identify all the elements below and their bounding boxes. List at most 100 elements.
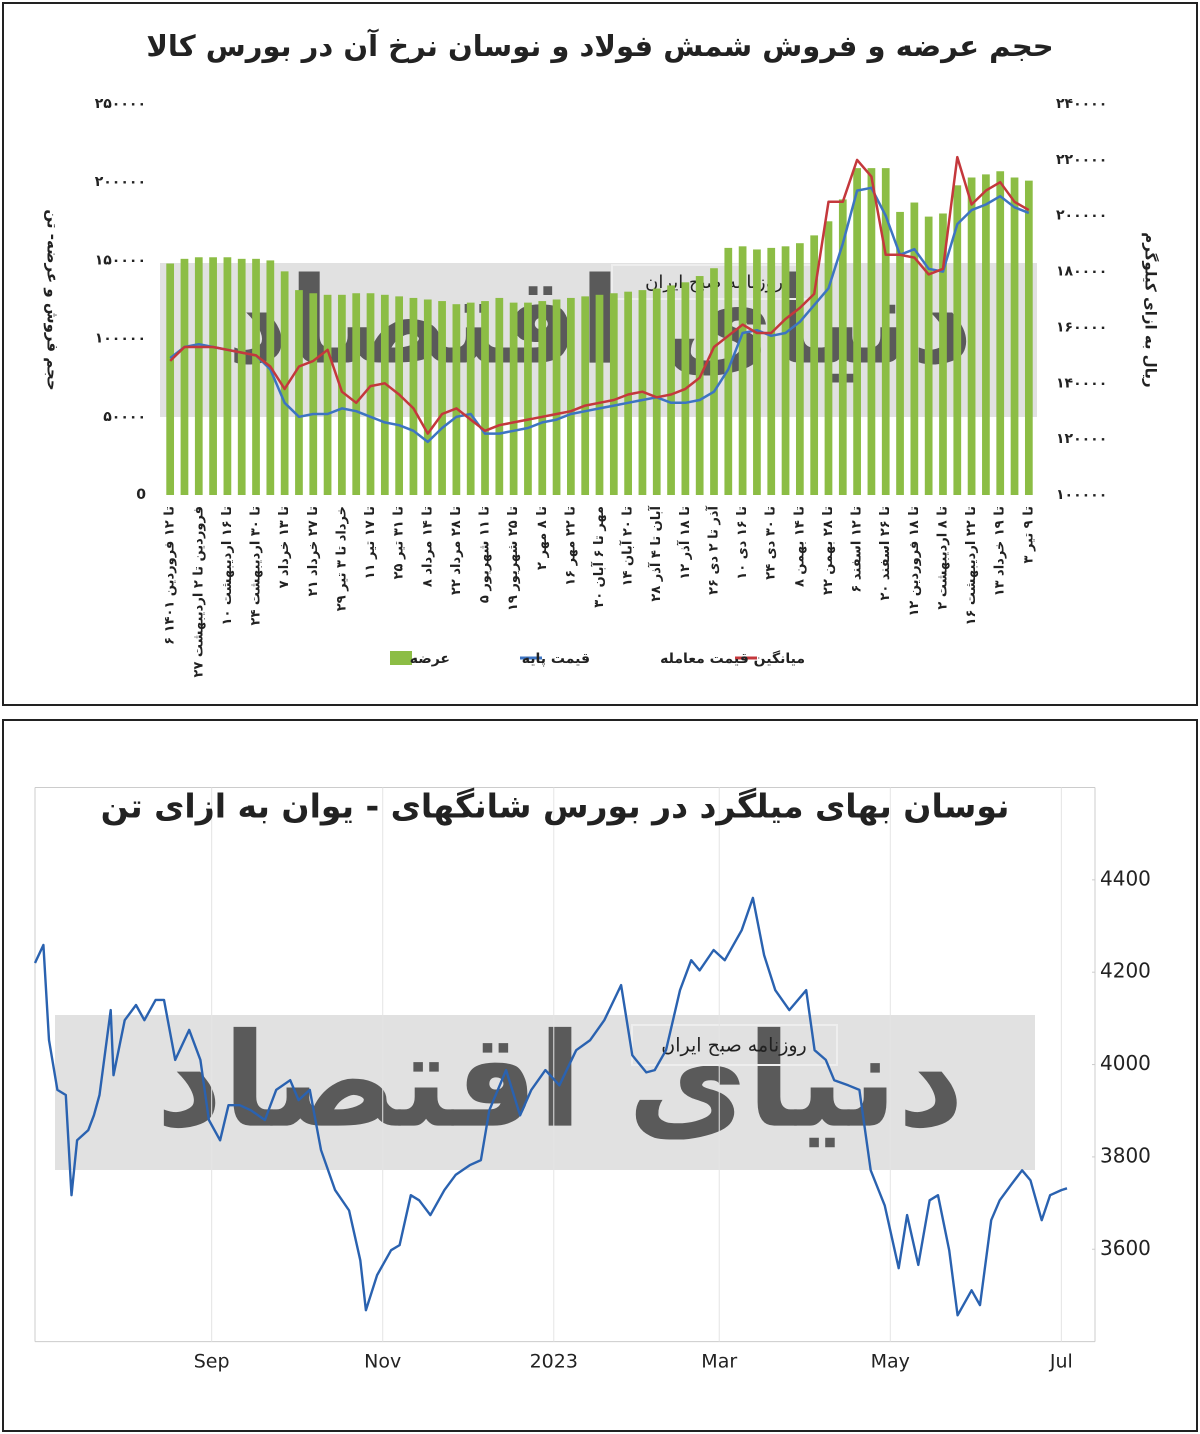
x-tick-label: ۷ تا ۱۳ خرداد: [277, 506, 292, 588]
x-tick-label: ۲۰ تا ۲۶ اسفند: [878, 506, 893, 601]
legend-label: میانگین قیمت معامله: [660, 650, 805, 667]
y-tick-label: ۵۰۰۰۰: [103, 409, 146, 425]
bar: [509, 302, 518, 495]
x-tick-label: ۱۶ تا ۲۲ مهر: [563, 506, 578, 586]
watermark-box: [631, 1024, 838, 1066]
x-tick-label: ۲۲ تا ۲۸ بهمن: [821, 506, 836, 595]
bar: [538, 301, 547, 495]
bar: [924, 216, 933, 495]
bar: [767, 247, 776, 495]
y-tick-label: 4000: [1100, 1051, 1151, 1075]
line-series: [33, 896, 1068, 1317]
x-tick-label: ۶ تا ۱۲ اسفند: [850, 506, 865, 593]
x-tick-label: 2023: [530, 1351, 578, 1373]
x-tick-label: Nov: [364, 1351, 401, 1373]
x-tick-label: ۲۱ تا ۲۷ خرداد: [306, 506, 321, 596]
x-tick-label: ۱۱ تا ۱۷ تیر: [363, 506, 378, 579]
y-tick-label: 3600: [1100, 1236, 1151, 1260]
bar: [180, 258, 189, 495]
bar: [438, 301, 446, 495]
bar: [524, 302, 532, 495]
chart-title: حجم عرضه و فروش شمش فولاد و نوسان نرخ آن…: [146, 28, 1053, 63]
bar: [295, 290, 303, 495]
x-tick-label: ۳ تا ۹ تیر: [1021, 506, 1036, 564]
bar: [280, 271, 289, 495]
bar: [867, 168, 876, 495]
x-tick-label: Mar: [701, 1351, 737, 1373]
bar: [810, 235, 819, 495]
bar: [896, 211, 904, 495]
x-tick-label: ۲۷ فروردین تا ۲ اردیبهشت: [191, 506, 206, 677]
bar: [252, 258, 260, 495]
bar: [738, 246, 747, 495]
bar: [710, 268, 718, 495]
y2-tick-label: ۲۴۰۰۰۰: [1056, 96, 1107, 112]
bar: [194, 257, 203, 495]
bar: [352, 293, 361, 495]
y-tick-label: 4400: [1100, 866, 1151, 890]
x-tick-label: ۶ تا ۱۲ فروردین ۱۴۰۱: [163, 506, 178, 645]
bar: [567, 297, 575, 495]
x-tick-label: ۱۲ تا ۱۸ آذر: [676, 506, 693, 580]
bar: [409, 297, 418, 495]
y-tick-label: ۱۵۰۰۰۰: [95, 252, 146, 268]
watermark-caption: روزنامه صبح ایران: [661, 1035, 806, 1057]
bar: [338, 294, 346, 495]
y-tick-label: ۱۰۰۰۰۰: [95, 331, 146, 347]
bar: [996, 171, 1005, 495]
bar: [309, 293, 318, 495]
y-tick-label: 0: [136, 487, 146, 503]
chart-title: نوسان بهای میلگرد در بورس شانگهای - یوان…: [101, 787, 1010, 827]
legend-swatch: [390, 651, 412, 665]
bar: [967, 177, 976, 495]
bar: [466, 302, 475, 495]
bar: [1024, 180, 1033, 496]
y-tick-label: 3800: [1100, 1143, 1151, 1167]
bar: [881, 168, 890, 495]
line-series: [169, 186, 1030, 444]
y2-axis-title: ریال به ازای کیلوگرم: [1142, 232, 1160, 387]
bar: [481, 301, 489, 495]
watermark-brand: دنیای اقتصاد: [156, 1005, 964, 1157]
bar: [838, 199, 847, 496]
y2-tick-label: ۱۶۰۰۰۰: [1056, 319, 1107, 335]
x-tick-label: ۱۰ تا ۱۶ اردیبهشت: [220, 506, 235, 625]
bar: [695, 276, 704, 495]
bar: [581, 296, 590, 495]
bar: [452, 304, 461, 495]
bar: [323, 294, 332, 495]
bar: [853, 168, 861, 495]
bar: [266, 260, 275, 495]
bar: [166, 263, 175, 495]
y2-tick-label: ۲۰۰۰۰۰: [1056, 208, 1107, 224]
bar: [209, 257, 217, 495]
line-series: [169, 155, 1030, 435]
y2-tick-label: ۱۴۰۰۰۰: [1056, 375, 1107, 391]
x-tick-label: ۲ تا ۸ مهر: [535, 506, 550, 570]
bar: [423, 299, 432, 495]
x-tick-label: May: [871, 1351, 910, 1373]
watermark-band: [55, 1015, 1035, 1170]
x-tick-label: ۱۰ تا ۱۶ دی: [735, 506, 750, 580]
x-tick-label: ۲۸ آبان تا ۴ آذر: [647, 505, 664, 601]
bar: [652, 288, 661, 495]
bar: [380, 294, 389, 495]
bar: [824, 221, 833, 496]
bar: [237, 258, 246, 495]
bar: [595, 294, 604, 495]
y-axis-title: حجم فروش و عرضه- تن: [44, 209, 62, 390]
x-tick-label: ۸ تا ۱۴ بهمن: [792, 506, 807, 587]
y-tick-label: ۲۰۰۰۰۰: [95, 174, 146, 190]
y2-tick-label: ۱۰۰۰۰۰: [1056, 487, 1107, 503]
x-tick-label: ۲۶ آذر تا ۲ دی: [704, 505, 721, 594]
x-tick-label: ۲۴ تا ۳۰ دی: [764, 506, 779, 580]
legend-label: عرضه: [410, 651, 450, 667]
x-tick-label: ۵ تا ۱۱ شهریور: [478, 506, 493, 603]
x-tick-label: Sep: [194, 1351, 230, 1373]
x-tick-label: ۱۳ تا ۱۹ خرداد: [993, 506, 1008, 596]
x-tick-label: ۱۹ تا ۲۵ شهریور: [506, 506, 521, 611]
x-tick-label: ۱۴ تا ۲۰ آبان: [619, 506, 636, 586]
bar: [552, 299, 561, 495]
